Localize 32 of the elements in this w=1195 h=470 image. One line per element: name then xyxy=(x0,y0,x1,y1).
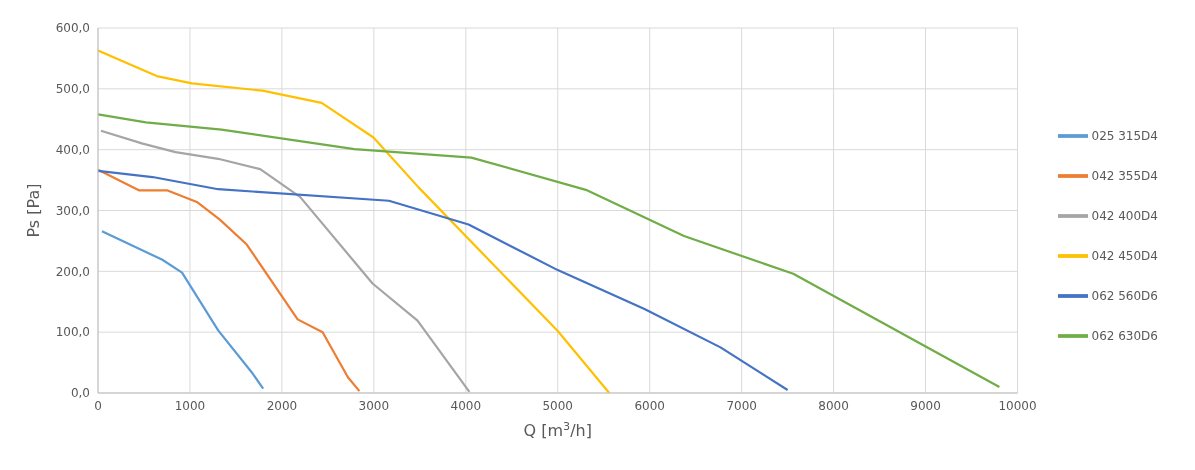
x-tick-label: 3000 xyxy=(358,398,390,413)
x-tick-label: 4000 xyxy=(450,398,482,413)
legend-label: 042 355D4 xyxy=(1091,168,1158,183)
x-tick-label: 9000 xyxy=(910,398,941,413)
y-tick-label: 600,0 xyxy=(55,21,90,36)
x-tick-label: 8000 xyxy=(818,398,849,413)
line-series xyxy=(98,168,361,393)
line-series xyxy=(98,49,611,393)
x-tick-label: 1000 xyxy=(174,398,206,413)
y-tick-label: 200,0 xyxy=(55,264,90,279)
line-series xyxy=(98,169,789,392)
y-tick-label: 400,0 xyxy=(55,142,90,157)
y-axis-title: Ps [Pa] xyxy=(23,183,43,238)
y-tick-label: 0,0 xyxy=(70,386,90,401)
y-tick-label: 500,0 xyxy=(55,82,90,97)
line-series xyxy=(100,230,265,390)
line-series xyxy=(99,129,471,393)
legend-label: 042 400D4 xyxy=(1091,208,1158,223)
x-tick-label: 7000 xyxy=(726,398,757,413)
x-tick-label: 5000 xyxy=(542,398,574,413)
legend-label: 062 630D6 xyxy=(1091,328,1158,343)
x-tick-label: 0 xyxy=(94,398,102,413)
y-tick-label: 100,0 xyxy=(55,325,90,340)
x-tick-label: 10000 xyxy=(998,398,1037,413)
x-tick-label: 6000 xyxy=(634,398,665,413)
x-tick-label: 2000 xyxy=(266,398,298,413)
legend-label: 062 560D6 xyxy=(1091,288,1158,303)
legend-label: 042 450D4 xyxy=(1091,248,1158,263)
y-tick-label: 300,0 xyxy=(55,203,90,218)
x-axis-title: Q [m$^{3}$/h] xyxy=(523,419,592,440)
legend-label: 025 315D4 xyxy=(1091,128,1158,143)
line-series xyxy=(98,113,1001,389)
